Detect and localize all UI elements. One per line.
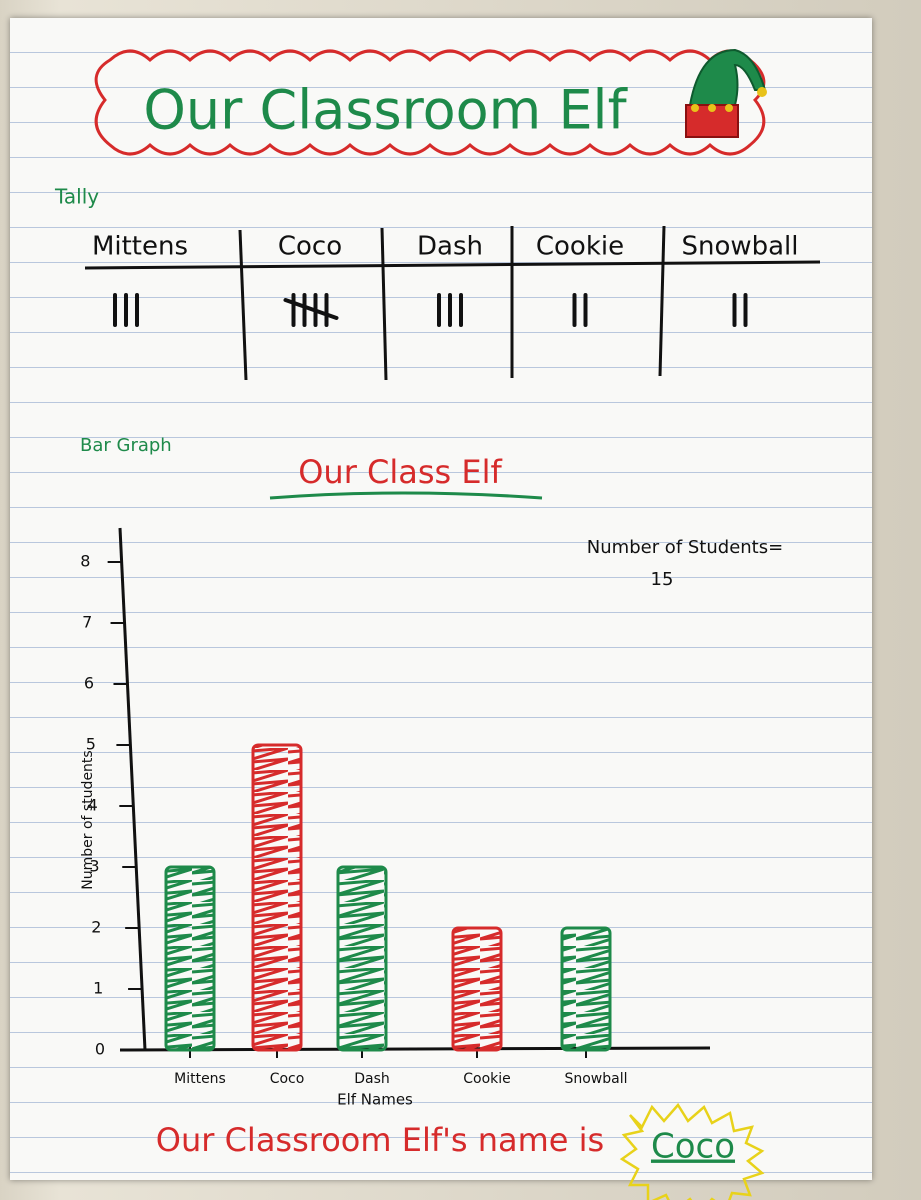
x-tick-label: Dash — [354, 1071, 390, 1087]
footer-answer: Coco — [651, 1127, 735, 1167]
page-title: Our Classroom Elf — [143, 79, 628, 142]
annotation: Number of Students= — [587, 537, 783, 558]
y-tick-label: 5 — [86, 735, 96, 754]
tally-name: Snowball — [681, 232, 798, 262]
graph-label: Bar Graph — [80, 435, 172, 456]
y-tick-label: 7 — [82, 613, 92, 632]
x-tick-label: Cookie — [463, 1071, 511, 1087]
tally-name: Cookie — [536, 232, 624, 262]
tally-name: Dash — [417, 232, 483, 262]
y-axis — [118, 527, 147, 1051]
tally-marks — [283, 293, 339, 327]
bar — [560, 926, 612, 1052]
tally-table-lines — [84, 225, 821, 381]
y-tick-label: 3 — [89, 857, 99, 876]
bar — [251, 743, 303, 1052]
title-frame — [94, 49, 766, 156]
title-underline — [269, 491, 543, 500]
elf-hat-icon — [685, 48, 767, 138]
y-tick-label: 1 — [93, 979, 103, 998]
chart-paper — [10, 18, 872, 1180]
tally-name: Coco — [278, 232, 342, 262]
tally-label: Tally — [54, 185, 99, 209]
x-tick-label: Mittens — [174, 1071, 226, 1087]
y-axis-label: Number of students — [80, 750, 96, 889]
bar — [336, 865, 388, 1052]
x-axis — [119, 1046, 711, 1052]
y-tick-label: 0 — [95, 1040, 105, 1059]
bar — [451, 926, 503, 1052]
x-tick-label: Snowball — [564, 1071, 627, 1087]
x-tick-label: Coco — [270, 1071, 305, 1087]
tally-marks — [113, 293, 139, 327]
bar — [164, 865, 216, 1052]
chart-title: Our Class Elf — [298, 453, 502, 491]
annotation: 15 — [651, 569, 674, 590]
tally-strike — [283, 298, 339, 320]
y-tick-label: 4 — [88, 796, 98, 815]
x-axis-label: Elf Names — [337, 1091, 413, 1109]
footer-text: Our Classroom Elf's name is — [156, 1121, 604, 1159]
y-tick-label: 6 — [84, 674, 94, 693]
tally-marks — [732, 293, 748, 327]
starburst — [619, 1102, 765, 1200]
y-tick-label: 2 — [91, 918, 101, 937]
tally-marks — [437, 293, 463, 327]
y-tick-label: 8 — [80, 552, 90, 571]
tally-name: Mittens — [92, 232, 188, 262]
tally-marks — [572, 293, 588, 327]
